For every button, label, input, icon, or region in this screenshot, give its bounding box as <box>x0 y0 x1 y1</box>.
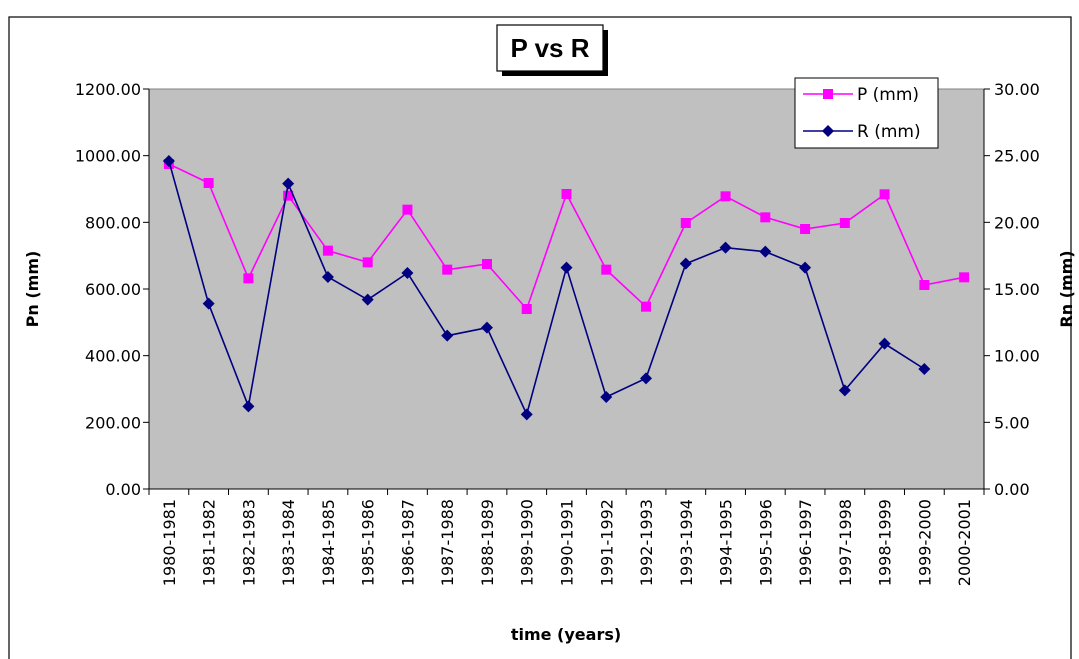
data-point-p <box>243 273 254 284</box>
data-point-r <box>162 155 175 167</box>
data-point-r <box>679 257 692 270</box>
x-tick-label: 1983-1984 <box>279 499 298 586</box>
data-point-r <box>560 261 573 274</box>
data-point-p <box>442 264 453 275</box>
x-tick-label: 1982-1983 <box>239 499 258 586</box>
left-tick-label: 200.00 <box>85 413 141 432</box>
legend: P (mm) R (mm) <box>794 77 939 149</box>
legend-marker-r <box>822 125 834 137</box>
data-point-r <box>838 384 851 397</box>
chart-title: P vs R <box>510 33 589 63</box>
x-tick-label: 1990-1991 <box>558 499 577 586</box>
x-tick-label: 1997-1998 <box>836 499 855 586</box>
x-tick-label: 1995-1996 <box>756 499 775 586</box>
y2-axis-title: Rn (mm) <box>1057 250 1076 327</box>
x-tick-label: 2000-2001 <box>955 499 974 586</box>
x-tick-label: 1980-1981 <box>160 499 179 586</box>
x-tick-label: 1998-1999 <box>876 499 895 586</box>
data-point-r <box>878 337 891 350</box>
x-tick-label: 1984-1985 <box>319 499 338 586</box>
data-point-r <box>480 321 493 334</box>
data-point-p <box>919 280 930 290</box>
data-point-p <box>481 259 492 269</box>
data-point-p <box>362 257 373 268</box>
series-line-r <box>168 160 925 417</box>
caption-strip <box>0 0 1079 14</box>
data-point-r <box>719 241 732 254</box>
data-point-p <box>283 190 294 201</box>
data-point-p <box>402 204 413 215</box>
x-tick-label: 1987-1988 <box>438 499 457 586</box>
data-point-p <box>641 301 652 312</box>
legend-label-r: R (mm) <box>857 122 921 142</box>
x-axis-ticks: 1980-1981 1981-1982 1982-1983 1983-1984 1984… <box>148 489 985 586</box>
title-box <box>496 24 604 72</box>
right-tick-label: 0.00 <box>994 480 1030 499</box>
data-point-p <box>720 191 731 202</box>
data-point-r <box>282 177 295 190</box>
data-point-r <box>640 372 653 385</box>
data-point-p <box>760 212 771 223</box>
left-tick-label: 0.00 <box>105 480 141 499</box>
x-tick-label: 1988-1989 <box>478 499 497 586</box>
data-point-r <box>600 391 613 403</box>
x-tick-label: 1999-2000 <box>915 499 934 586</box>
x-tick-label: 1989-1990 <box>518 499 537 586</box>
right-tick-label: 30.00 <box>994 80 1040 99</box>
right-tick-label: 15.00 <box>994 280 1040 299</box>
x-tick-label: 1992-1993 <box>637 499 656 586</box>
x-tick-label: 1986-1987 <box>398 499 417 586</box>
left-tick-label: 1200.00 <box>75 80 141 99</box>
data-point-r <box>520 408 533 421</box>
x-axis-title: time (years) <box>511 625 621 644</box>
data-point-r <box>361 293 374 306</box>
right-tick-label: 10.00 <box>994 347 1040 366</box>
x-tick-label: 1985-1986 <box>359 499 378 586</box>
plot-area <box>148 88 985 490</box>
data-point-p <box>322 245 333 256</box>
data-point-p <box>839 218 850 228</box>
data-point-r <box>321 271 334 283</box>
y-axis-title: Pn (mm) <box>23 251 42 328</box>
left-axis-ticks: 0.00 200.00 400.00 600.00 800.00 1000.00 1200.… <box>75 80 149 499</box>
series-layer <box>162 155 970 421</box>
x-tick-label: 1981-1982 <box>200 499 219 586</box>
left-tick-label: 800.00 <box>85 213 141 232</box>
data-point-p <box>203 178 214 188</box>
right-tick-label: 25.00 <box>994 147 1040 166</box>
data-point-r <box>441 329 454 342</box>
right-tick-label: 20.00 <box>994 213 1040 232</box>
data-point-r <box>799 261 812 274</box>
left-tick-label: 400.00 <box>85 347 141 366</box>
right-axis-ticks: 0.00 5.00 10.00 15.00 20.00 25.00 30.00 <box>984 80 1040 499</box>
data-point-p <box>561 189 572 199</box>
x-tick-label: 1991-1992 <box>597 499 616 586</box>
legend-marker-p <box>823 89 833 99</box>
data-point-r <box>918 363 931 375</box>
left-tick-label: 1000.00 <box>75 147 141 166</box>
data-point-r <box>759 245 772 258</box>
legend-box <box>794 77 939 149</box>
data-point-p <box>601 264 612 275</box>
x-tick-label: 1996-1997 <box>796 499 815 586</box>
x-tick-label: 1993-1994 <box>677 499 696 586</box>
data-point-r <box>401 267 414 279</box>
data-point-p <box>959 272 970 283</box>
legend-label-p: P (mm) <box>857 85 919 105</box>
data-point-p <box>521 304 532 314</box>
right-tick-label: 5.00 <box>994 413 1030 432</box>
data-point-p <box>879 189 890 200</box>
data-point-r <box>202 297 215 310</box>
x-tick-label: 1994-1995 <box>717 499 736 586</box>
data-point-r <box>242 400 255 413</box>
data-point-p <box>680 218 691 228</box>
left-tick-label: 600.00 <box>85 280 141 299</box>
data-point-p <box>800 224 811 234</box>
